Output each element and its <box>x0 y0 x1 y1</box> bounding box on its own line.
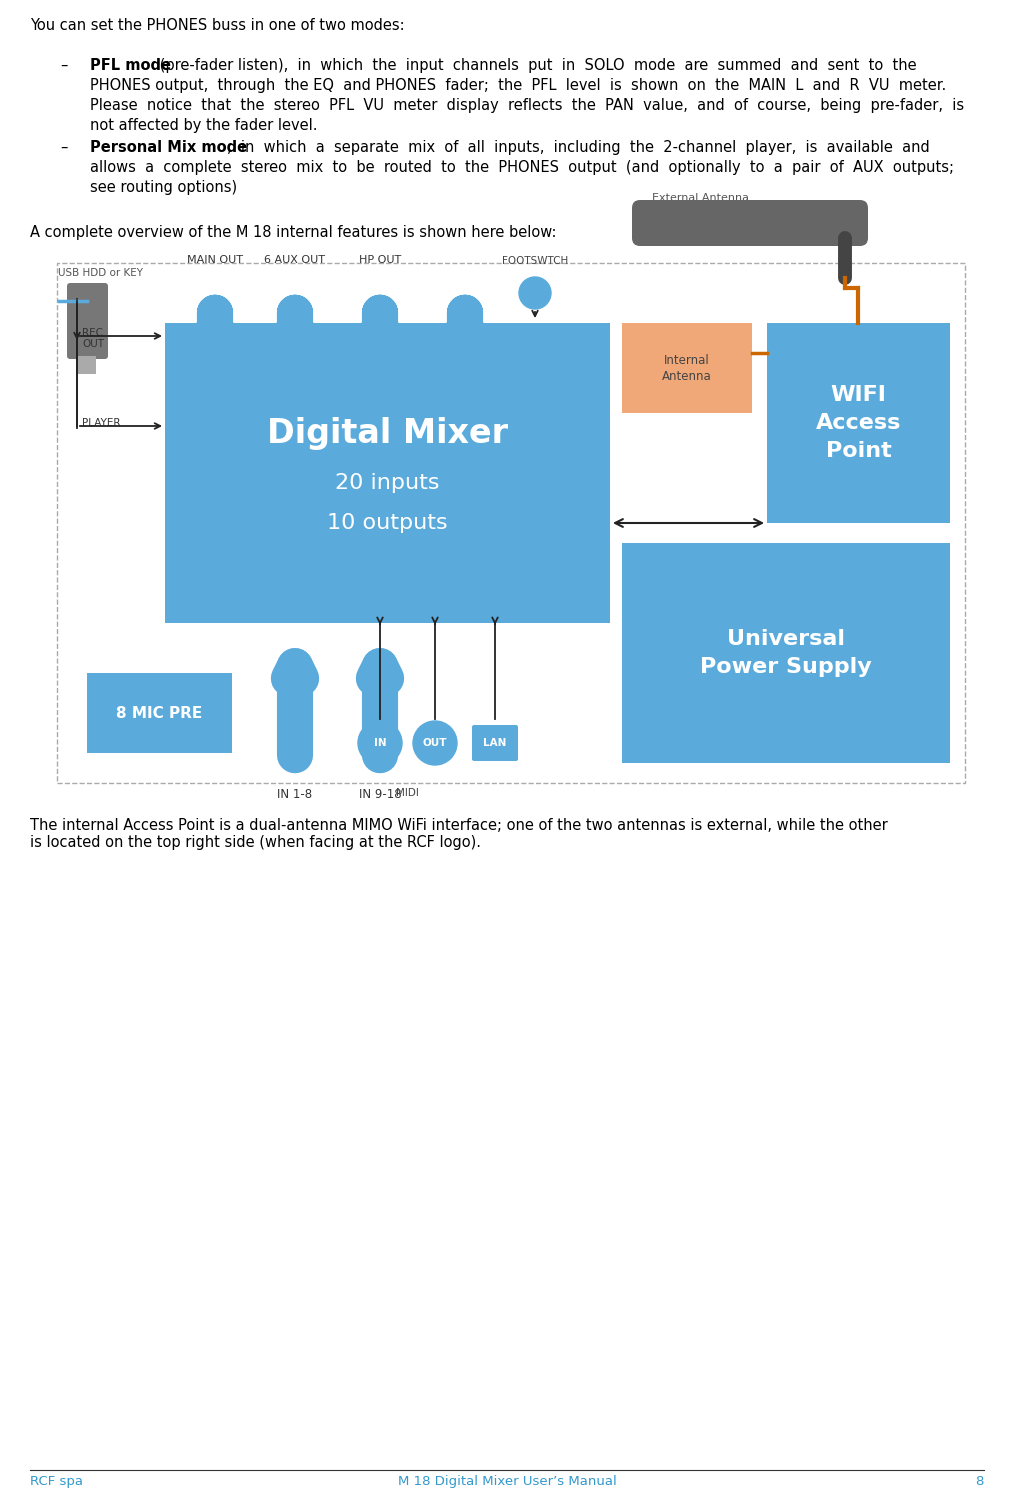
Text: USB HDD or KEY: USB HDD or KEY <box>58 268 143 278</box>
Text: IN: IN <box>374 738 386 748</box>
Text: Universal
Power Supply: Universal Power Supply <box>700 629 872 677</box>
Circle shape <box>413 722 457 765</box>
Text: Digital Mixer: Digital Mixer <box>267 416 508 449</box>
Text: Internal
Antenna: Internal Antenna <box>662 353 712 383</box>
FancyBboxPatch shape <box>622 543 950 763</box>
Text: ,  in  which  a  separate  mix  of  all  inputs,  including  the  2-channel  pla: , in which a separate mix of all inputs,… <box>227 141 930 156</box>
Text: 6 AUX OUT: 6 AUX OUT <box>265 254 325 265</box>
Text: 8: 8 <box>975 1475 984 1488</box>
FancyBboxPatch shape <box>165 323 610 623</box>
Text: Please  notice  that  the  stereo  PFL  VU  meter  display  reflects  the  PAN  : Please notice that the stereo PFL VU met… <box>90 97 964 112</box>
Text: HP OUT: HP OUT <box>359 254 402 265</box>
Text: MIDI: MIDI <box>396 787 419 798</box>
Text: 20 inputs: 20 inputs <box>336 473 440 493</box>
Text: PHONES output,  through  the EQ  and PHONES  fader;  the  PFL  level  is  shown : PHONES output, through the EQ and PHONES… <box>90 78 946 93</box>
Text: OUT: OUT <box>423 738 447 748</box>
Text: LAN: LAN <box>484 738 507 748</box>
Text: A complete overview of the M 18 internal features is shown here below:: A complete overview of the M 18 internal… <box>30 225 557 240</box>
Text: IN 9-18: IN 9-18 <box>359 787 402 801</box>
Text: see routing options): see routing options) <box>90 180 237 195</box>
Circle shape <box>519 277 551 308</box>
FancyBboxPatch shape <box>622 323 752 413</box>
Text: allows  a  complete  stereo  mix  to  be  routed  to  the  PHONES  output  (and : allows a complete stereo mix to be route… <box>90 160 954 175</box>
Text: PFL mode: PFL mode <box>90 58 171 73</box>
Text: RCF spa: RCF spa <box>30 1475 83 1488</box>
FancyBboxPatch shape <box>472 725 518 760</box>
Text: PLAYER: PLAYER <box>82 418 121 428</box>
Text: You can set the PHONES buss in one of two modes:: You can set the PHONES buss in one of tw… <box>30 18 405 33</box>
Text: –: – <box>60 58 67 73</box>
Text: –: – <box>60 141 67 156</box>
Text: WIFI
Access
Point: WIFI Access Point <box>816 385 901 461</box>
FancyBboxPatch shape <box>78 356 96 374</box>
Circle shape <box>358 722 402 765</box>
Text: FOOTSWTCH: FOOTSWTCH <box>502 256 568 266</box>
FancyBboxPatch shape <box>67 283 108 359</box>
Text: External Antenna: External Antenna <box>652 193 748 204</box>
FancyBboxPatch shape <box>632 201 868 246</box>
Text: (pre-fader listen),  in  which  the  input  channels  put  in  SOLO  mode  are  : (pre-fader listen), in which the input c… <box>155 58 917 73</box>
Text: The internal Access Point is a dual-antenna MIMO WiFi interface; one of the two : The internal Access Point is a dual-ante… <box>30 817 887 850</box>
Text: Personal Mix mode: Personal Mix mode <box>90 141 247 156</box>
Text: REC
OUT: REC OUT <box>82 328 104 349</box>
FancyBboxPatch shape <box>87 674 232 753</box>
Text: MAIN OUT: MAIN OUT <box>187 254 243 265</box>
Text: not affected by the fader level.: not affected by the fader level. <box>90 118 317 133</box>
Bar <box>57 263 965 783</box>
FancyBboxPatch shape <box>767 323 950 522</box>
Text: IN 1-8: IN 1-8 <box>278 787 312 801</box>
Text: M 18 Digital Mixer User’s Manual: M 18 Digital Mixer User’s Manual <box>397 1475 617 1488</box>
Text: 10 outputs: 10 outputs <box>328 513 448 533</box>
Text: 8 MIC PRE: 8 MIC PRE <box>117 705 203 720</box>
